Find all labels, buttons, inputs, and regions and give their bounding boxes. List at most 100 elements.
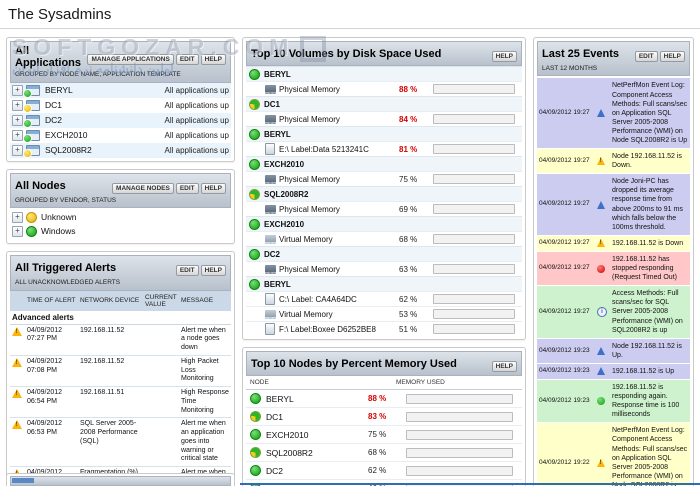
top-node-row[interactable]: BERYL 88 % (246, 390, 522, 408)
node-name[interactable]: BERYL (266, 393, 294, 404)
node-status-icon (249, 278, 260, 290)
expand-icon[interactable]: + (12, 144, 23, 156)
node-name[interactable]: EXCH2010 (264, 219, 305, 229)
node-name[interactable]: BERYL (264, 279, 291, 289)
node-name[interactable]: BERYL (45, 85, 73, 96)
volume-label[interactable]: Physical Memory (279, 204, 340, 214)
alert-device[interactable]: 192.168.11.52 (80, 326, 125, 334)
alert-row[interactable]: 04/09/2012 06:53 PM SQL Server 2005-2008… (10, 418, 231, 467)
node-name[interactable]: BERYL (264, 69, 291, 79)
application-group-row[interactable]: + EXCH2010 All applications up (10, 128, 231, 143)
alert-device[interactable]: 192.168.11.51 (80, 389, 125, 396)
volume-label[interactable]: Physical Memory (279, 114, 340, 124)
volume-group-header[interactable]: BERYL (246, 276, 522, 291)
panel-button[interactable]: HELP (491, 51, 517, 62)
node-name[interactable]: SQL2008R2 (266, 447, 313, 458)
volume-row[interactable]: Physical Memory 69 % (246, 201, 522, 216)
alert-row[interactable]: 04/09/2012 06:54 PM 192.168.11.51 High R… (10, 387, 231, 419)
volume-label[interactable]: E:\ Label:Data 5213241C (279, 144, 369, 154)
volume-group-header[interactable]: SQL2008R2 (246, 186, 522, 201)
volume-label[interactable]: Virtual Memory (279, 309, 333, 319)
volume-label[interactable]: C:\ Label: CA4A64DC (279, 294, 357, 304)
node-group-label[interactable]: Unknown (41, 212, 77, 223)
node-name[interactable]: DC1 (264, 99, 281, 109)
volume-row[interactable]: Virtual Memory 53 % (246, 306, 522, 321)
node-status-icon (249, 98, 260, 110)
panel-button[interactable]: EDIT (175, 54, 199, 66)
volume-row[interactable]: Virtual Memory 68 % (246, 231, 522, 246)
memory-percent: 83 % (368, 412, 387, 421)
volume-row[interactable]: Physical Memory 84 % (246, 111, 522, 126)
expand-icon[interactable]: + (12, 225, 23, 237)
volume-row[interactable]: Physical Memory 75 % (246, 171, 522, 186)
node-group-row[interactable]: + Windows (10, 224, 231, 238)
node-name[interactable]: BERYL (264, 129, 291, 139)
node-group-label[interactable]: Windows (41, 226, 76, 237)
alert-row[interactable]: 04/09/2012 07:27 PM 192.168.11.52 Alert … (10, 325, 231, 356)
panel-button[interactable]: HELP (200, 182, 226, 194)
node-name[interactable]: DC1 (45, 100, 63, 111)
node-name[interactable]: EXCH2010 (264, 159, 305, 169)
application-group-row[interactable]: + SQL2008R2 All applications up (10, 142, 231, 158)
volume-label[interactable]: Virtual Memory (279, 234, 333, 244)
panel-button[interactable]: EDIT (175, 265, 199, 277)
node-name[interactable]: SQL2008R2 (45, 145, 92, 156)
panel-button[interactable]: HELP (491, 361, 517, 372)
top-node-row[interactable]: DC2 62 % (246, 462, 522, 480)
panel-header: Last 25 Events EDIT HELP LAST 12 MONTHS (537, 41, 690, 77)
panel-button[interactable]: MANAGE NODES (112, 182, 174, 194)
panel-button[interactable]: MANAGE APPLICATIONS (87, 54, 174, 66)
expand-icon[interactable]: + (12, 211, 23, 223)
volume-row[interactable]: Physical Memory 88 % (246, 81, 522, 96)
volume-group-header[interactable]: DC2 (246, 246, 522, 261)
node-name[interactable]: EXCH2010 (266, 429, 309, 440)
expand-icon[interactable]: + (12, 84, 23, 96)
node-name[interactable]: DC2 (264, 249, 281, 259)
volume-group-header[interactable]: DC1 (246, 96, 522, 111)
volume-label[interactable]: F:\ Label:Boxee D6252BE8 (279, 324, 376, 334)
panel-button[interactable]: HELP (200, 265, 226, 277)
node-name[interactable]: DC1 (266, 411, 284, 422)
volume-row[interactable]: C:\ Label: CA4A64DC 62 % (246, 291, 522, 306)
volume-label[interactable]: Physical Memory (279, 264, 340, 274)
column-header: TIME OF ALERT (27, 297, 76, 304)
volume-label[interactable]: Physical Memory (279, 84, 340, 94)
node-name[interactable]: SQL2008R2 (264, 189, 309, 199)
application-group-row[interactable]: + BERYL All applications up (10, 82, 231, 98)
volume-row[interactable]: E:\ Label:Data 5213241C 81 % (246, 141, 522, 156)
node-name[interactable]: DC2 (266, 465, 284, 476)
volume-group-header[interactable]: BERYL (246, 66, 522, 81)
usage-bar (433, 309, 515, 319)
volume-percent: 62 % (399, 294, 418, 304)
panel-button[interactable]: HELP (200, 54, 226, 66)
top-node-row[interactable]: SQL2008R2 68 % (246, 444, 522, 462)
panel-button[interactable]: EDIT (634, 51, 658, 62)
volume-row[interactable]: F:\ Label:Boxee D6252BE8 51 % (246, 321, 522, 336)
event-time: 04/09/2012 19:23 (539, 367, 590, 375)
alert-row[interactable]: 04/09/2012 07:08 PM 192.168.11.52 High P… (10, 356, 231, 387)
top-node-row[interactable]: EXCH2010 75 % (246, 426, 522, 444)
node-name[interactable]: DC2 (45, 115, 63, 126)
alert-message: High Response Time Monitoring (181, 389, 229, 414)
application-group-row[interactable]: + DC2 All applications up (10, 112, 231, 128)
expand-icon[interactable]: + (12, 129, 23, 141)
volume-label[interactable]: Physical Memory (279, 174, 340, 184)
expand-icon[interactable]: + (12, 114, 23, 126)
volume-group-header[interactable]: EXCH2010 (246, 216, 522, 231)
panel-button[interactable]: HELP (659, 51, 685, 62)
panel-button[interactable]: EDIT (175, 182, 199, 194)
application-group-row[interactable]: + DC1 All applications up (10, 98, 231, 113)
node-group-row[interactable]: + Unknown (10, 210, 231, 224)
alert-device[interactable]: SQL Server 2005-2008 Performance (SQL) (80, 420, 138, 445)
node-status-icon (250, 429, 261, 440)
alert-device[interactable]: 192.168.11.52 (80, 357, 125, 365)
volume-group-header[interactable]: BERYL (246, 126, 522, 141)
volume-row[interactable]: Physical Memory 63 % (246, 261, 522, 276)
panel-subtitle: LAST 12 MONTHS (542, 65, 598, 72)
volume-group-header[interactable]: EXCH2010 (246, 156, 522, 171)
node-name[interactable]: EXCH2010 (45, 130, 88, 141)
cutoff-panel-header (10, 476, 231, 486)
memory-percent: 75 % (368, 430, 387, 439)
expand-icon[interactable]: + (12, 99, 23, 111)
top-node-row[interactable]: DC1 83 % (246, 408, 522, 426)
